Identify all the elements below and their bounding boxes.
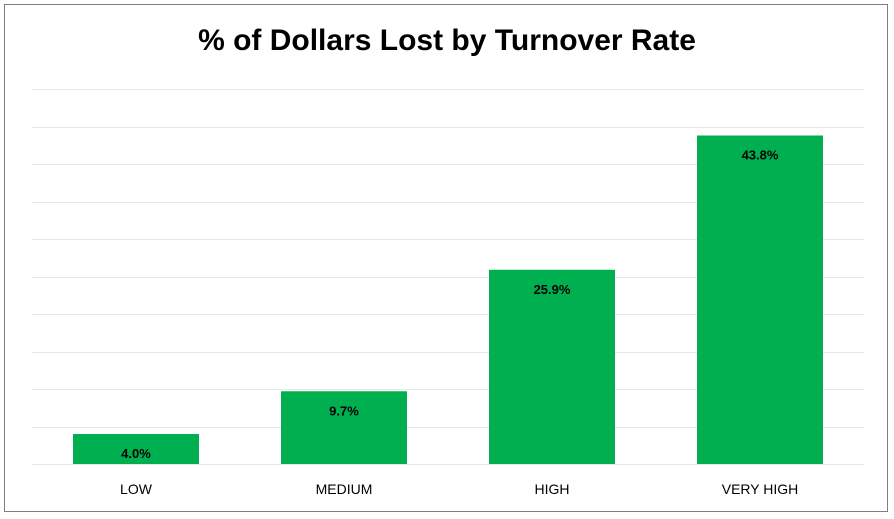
data-label: 43.8% — [742, 148, 779, 163]
bar-high — [489, 269, 615, 464]
data-label: 9.7% — [329, 403, 359, 418]
x-axis-tick-labels: LOW MEDIUM HIGH VERY HIGH — [120, 481, 798, 497]
data-labels: 4.0% 9.7% 25.9% 43.8% — [121, 148, 779, 462]
x-tick-label: MEDIUM — [316, 481, 373, 497]
bar-medium — [281, 391, 407, 464]
x-tick-label: HIGH — [535, 481, 570, 497]
data-label: 4.0% — [121, 446, 151, 461]
chart-title: % of Dollars Lost by Turnover Rate — [198, 24, 696, 57]
x-tick-label: LOW — [120, 481, 153, 497]
bars — [73, 135, 823, 464]
data-label: 25.9% — [534, 282, 571, 297]
bar-very-high — [697, 135, 823, 464]
x-tick-label: VERY HIGH — [722, 481, 799, 497]
bar-low — [73, 434, 199, 464]
